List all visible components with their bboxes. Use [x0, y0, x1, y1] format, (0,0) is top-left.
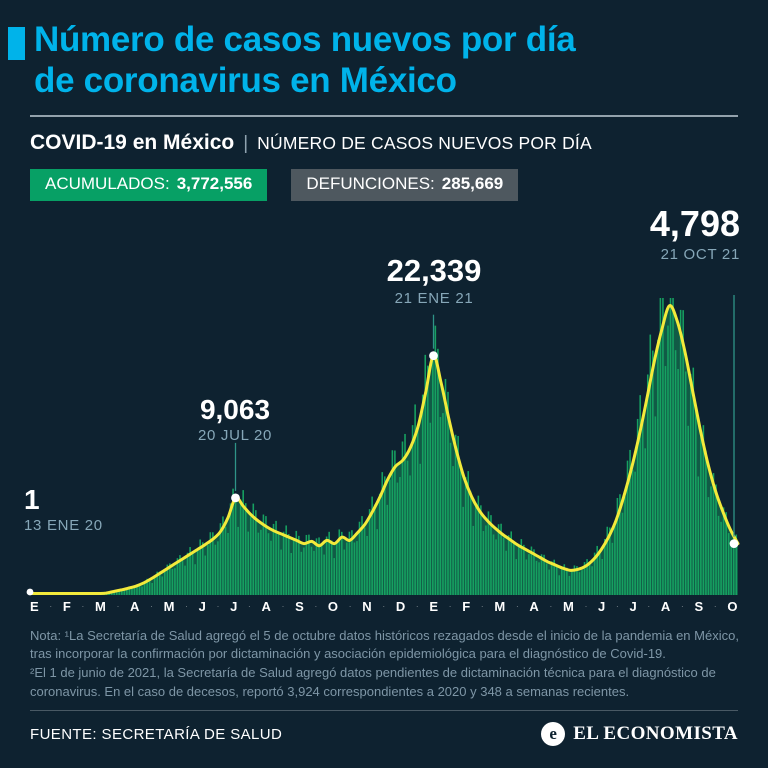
brand-name: EL ECONOMISTA [573, 723, 738, 745]
x-axis-separator-dot: · [584, 601, 588, 612]
annotation-first-case-date: 13 ENE 20 [24, 517, 103, 535]
x-axis-label: A [261, 598, 271, 614]
x-axis-separator-dot: · [480, 601, 484, 612]
x-axis-separator-dot: · [647, 601, 651, 612]
x-axis-label: O [727, 598, 738, 614]
x-axis-separator-dot: · [185, 601, 189, 612]
section-subtitle: NÚMERO DE CASOS NUEVOS POR DÍA [257, 132, 592, 153]
x-axis-separator-dot: · [515, 601, 519, 612]
x-axis-label: A [130, 598, 140, 614]
accumulated-badge: ACUMULADOS: 3,772,556 [30, 168, 268, 201]
deaths-value: 285,669 [441, 173, 504, 193]
annotation-latest: 4,798 21 OCT 21 [650, 205, 740, 263]
annotation-first-case-value: 1 [24, 483, 40, 515]
annotation-first-wave-peak: 9,063 20 JUL 20 [197, 393, 273, 445]
chart-svg [26, 294, 740, 596]
title-accent-mark [8, 27, 25, 60]
x-axis-label: E [30, 598, 39, 614]
x-axis-separator-dot: · [49, 601, 53, 612]
x-axis-label: D [395, 598, 406, 614]
x-axis-separator-dot: · [81, 601, 85, 612]
annotation-latest-value: 4,798 [649, 202, 740, 244]
x-axis-label: M [563, 598, 574, 614]
x-axis-label: M [494, 598, 506, 614]
x-axis-separator-dot: · [150, 601, 154, 612]
x-axis-label: J [598, 598, 606, 614]
x-axis-separator-dot: · [713, 601, 717, 612]
x-axis-label: A [660, 598, 671, 614]
footer-divider [30, 710, 738, 712]
brand-logo: e EL ECONOMISTA [541, 722, 738, 747]
x-axis-separator-dot: · [382, 601, 386, 612]
x-axis-separator-dot: · [549, 601, 553, 612]
x-axis-separator-dot: · [281, 601, 285, 612]
x-axis-label: M [95, 598, 106, 614]
x-axis-label: S [295, 598, 304, 614]
x-axis-separator-dot: · [216, 601, 220, 612]
x-axis-label: S [694, 598, 704, 614]
footnote-line1: Nota: ¹La Secretaría de Salud agregó el … [30, 627, 739, 662]
chart-area: 4,798 21 OCT 21 22,339 21 ENE 21 9,063 2… [24, 205, 740, 619]
header-divider [30, 114, 738, 117]
section-header: COVID-19 en México | NÚMERO DE CASOS NUE… [30, 131, 738, 155]
x-axis-separator-dot: · [116, 601, 120, 612]
annotation-second-wave-date: 21 ENE 21 [394, 290, 474, 308]
x-axis-label: E [429, 598, 439, 614]
x-axis-separator-dot: · [615, 601, 619, 612]
annotation-latest-date: 21 OCT 21 [660, 245, 740, 263]
section-title: COVID-19 en México [30, 130, 235, 154]
x-axis-label: J [198, 598, 206, 614]
pipe-separator: | [243, 132, 249, 154]
x-axis-separator-dot: · [448, 601, 452, 612]
x-axis-month-labels: E · F · M · A · M · J · J · A · S · O · N · D · E · F · M · A · M · J · J · A ·… [30, 599, 738, 614]
deaths-badge: DEFUNCIONES: 285,669 [291, 168, 519, 201]
source-text: FUENTE: SECRETARÍA DE SALUD [30, 725, 283, 743]
x-axis-label: N [362, 598, 372, 614]
accumulated-value: 3,772,556 [176, 173, 253, 193]
x-axis-separator-dot: · [247, 601, 251, 612]
x-axis-label: F [462, 598, 471, 614]
x-axis-label: J [230, 598, 238, 614]
x-axis-separator-dot: · [680, 601, 684, 612]
accumulated-label: ACUMULADOS: [45, 173, 170, 193]
annotation-second-wave-value: 22,339 [386, 252, 482, 288]
stat-badges: ACUMULADOS: 3,772,556 DEFUNCIONES: 285,6… [30, 168, 738, 201]
x-axis-label: O [327, 598, 339, 614]
footer: FUENTE: SECRETARÍA DE SALUD e EL ECONOMI… [30, 722, 738, 747]
x-axis-label: J [629, 598, 637, 614]
footnote-line2: ²El 1 de junio de 2021, la Secretaría de… [30, 665, 716, 699]
page-title: Número de casos nuevos por día de corona… [34, 20, 738, 102]
deaths-label: DEFUNCIONES: [306, 173, 435, 193]
annotation-first-wave-date: 20 JUL 20 [197, 427, 273, 445]
el-economista-logo-icon: e [541, 722, 566, 747]
annotation-second-wave-peak: 22,339 21 ENE 21 [386, 252, 482, 308]
x-axis-label: A [529, 598, 539, 614]
annotation-first-case: 1 13 ENE 20 [24, 483, 103, 535]
footnote: Nota: ¹La Secretaría de Salud agregó el … [30, 627, 742, 701]
x-axis-label: M [163, 598, 175, 614]
x-axis-separator-dot: · [348, 601, 352, 612]
page-title-line1: Número de casos nuevos por día [34, 20, 576, 59]
x-axis-label: F [62, 598, 71, 614]
annotation-first-wave-value: 9,063 [199, 393, 271, 425]
x-axis-separator-dot: · [314, 601, 318, 612]
x-axis-separator-dot: · [415, 601, 419, 612]
page-title-line2: de coronavirus en México [34, 60, 457, 100]
